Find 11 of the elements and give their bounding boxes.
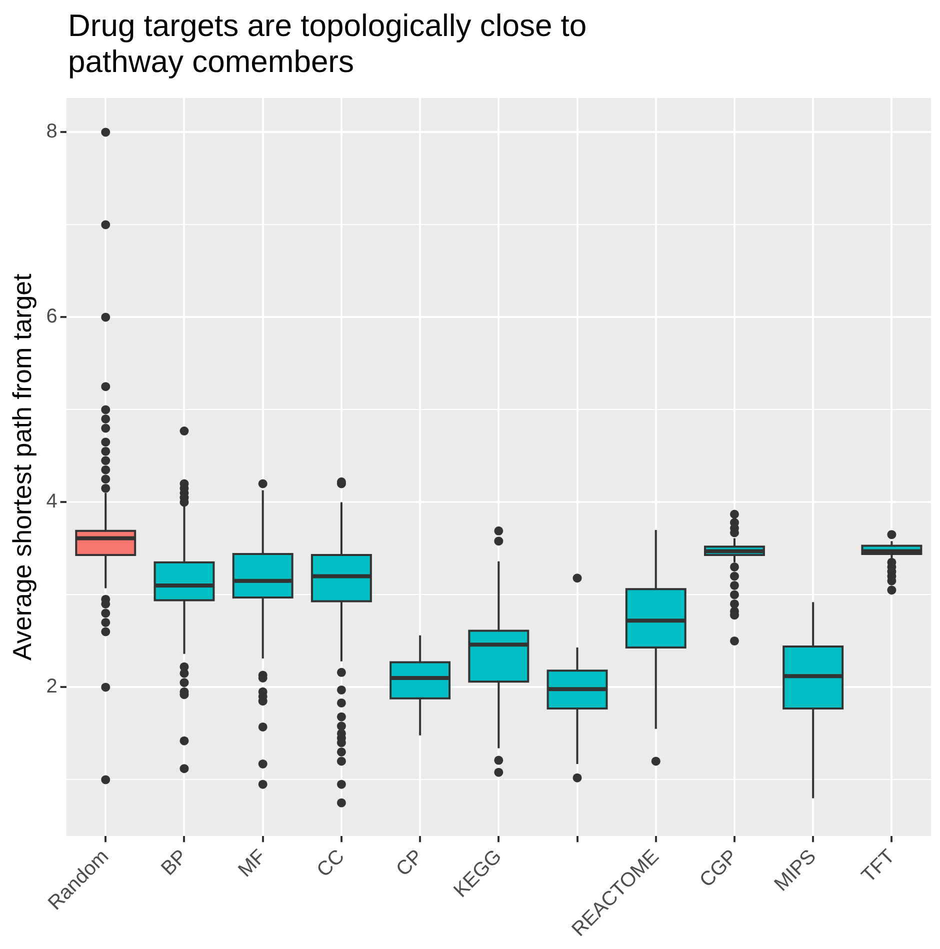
x-tick-label: TFT <box>858 846 900 887</box>
x-tick-label: CP <box>392 846 428 881</box>
x-tick-label: BP <box>157 846 192 880</box>
y-axis-title: Average shortest path from target <box>6 272 37 660</box>
y-tick-label: 4 <box>46 490 58 513</box>
y-tick-label: 6 <box>46 306 58 328</box>
x-tick-label: MF <box>234 846 270 882</box>
y-tick-label: 8 <box>46 120 58 143</box>
y-tick-label: 2 <box>46 676 58 698</box>
x-tick-label: CC <box>312 846 349 882</box>
chart-title: Drug targets are topologically close to pathway comembers <box>68 8 588 80</box>
